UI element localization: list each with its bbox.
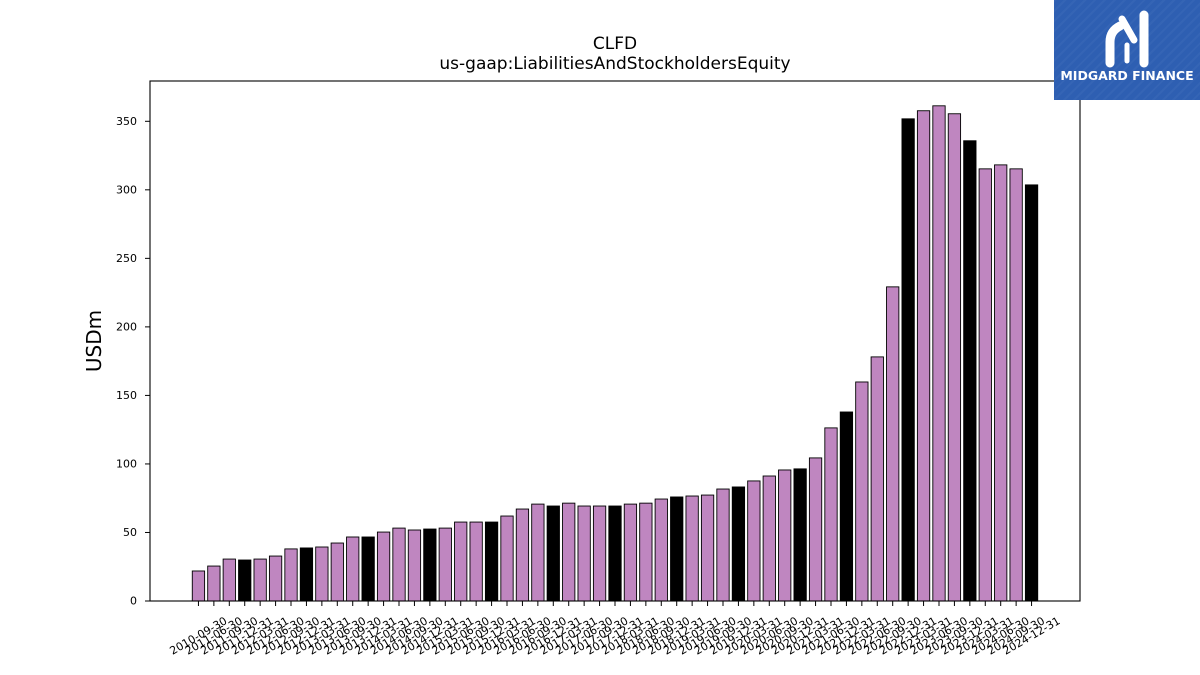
bar: [839, 411, 854, 602]
midgard-finance-logo: MIDGARD FINANCE: [1054, 0, 1200, 100]
bar: [685, 495, 699, 602]
bar: [191, 570, 206, 602]
y-tick-label: 300: [116, 183, 137, 196]
bar: [376, 531, 391, 602]
y-tick-label: 200: [116, 320, 137, 333]
bar: [932, 105, 946, 602]
bar: [253, 558, 267, 602]
bar: [207, 565, 221, 602]
bar: [222, 558, 236, 602]
bar: [500, 515, 514, 602]
x-axis: 2010-09-302011-06-302011-09-302011-12-31…: [168, 601, 1062, 658]
bar: [438, 527, 452, 602]
bar: [299, 547, 314, 602]
bar: [916, 110, 931, 602]
y-axis: 0 50 100 150 200 250 300 350: [116, 115, 150, 608]
bar: [700, 494, 715, 602]
y-tick-label: 250: [116, 252, 137, 265]
bar: [963, 140, 977, 602]
bar: [947, 113, 962, 602]
bar: [562, 502, 576, 602]
bar: [855, 381, 869, 602]
bar: [639, 502, 653, 602]
bar: [531, 503, 545, 602]
bar-series: [191, 105, 1039, 602]
bar: [623, 503, 638, 602]
bar: [870, 356, 884, 602]
midgard-logo-icon: [1105, 10, 1149, 68]
bar: [670, 496, 684, 602]
bar: [608, 505, 622, 602]
bar: [654, 498, 668, 602]
bar: [1024, 184, 1039, 602]
bar: [469, 521, 483, 602]
bar: [716, 488, 730, 602]
bar: [454, 521, 468, 602]
bar: [577, 505, 591, 602]
bar: [238, 559, 252, 602]
bar: [886, 286, 900, 602]
bar: [793, 468, 807, 602]
bar: [361, 536, 375, 602]
y-tick-label: 350: [116, 115, 137, 128]
chart-subtitle: us-gaap:LiabilitiesAndStockholdersEquity: [439, 54, 790, 74]
bar: [346, 536, 360, 602]
bar: [1009, 168, 1023, 602]
bar: [546, 505, 560, 602]
bar: [515, 508, 530, 602]
bar: [407, 529, 422, 602]
bar: [330, 542, 344, 602]
bar: [268, 555, 283, 602]
bar: [778, 469, 792, 602]
bar: [284, 548, 298, 602]
bar: [747, 480, 761, 602]
y-tick-label: 50: [123, 526, 137, 539]
logo-wordmark: MIDGARD FINANCE: [1060, 68, 1194, 83]
chart-title: CLFD: [593, 34, 637, 54]
bar: [392, 527, 406, 602]
y-axis-label: USDm: [82, 310, 106, 372]
bar: [731, 486, 746, 602]
y-tick-label: 150: [116, 389, 137, 402]
y-tick-label: 100: [116, 457, 137, 470]
bar: [484, 521, 499, 602]
bar: [592, 505, 607, 602]
y-tick-label: 0: [130, 595, 137, 608]
bar: [315, 546, 329, 602]
bar: [978, 168, 992, 602]
bar: [762, 475, 776, 602]
bar: [423, 528, 437, 602]
bar: [901, 118, 915, 602]
bar: [808, 457, 823, 602]
bar: [824, 427, 838, 602]
bar: [994, 164, 1008, 602]
